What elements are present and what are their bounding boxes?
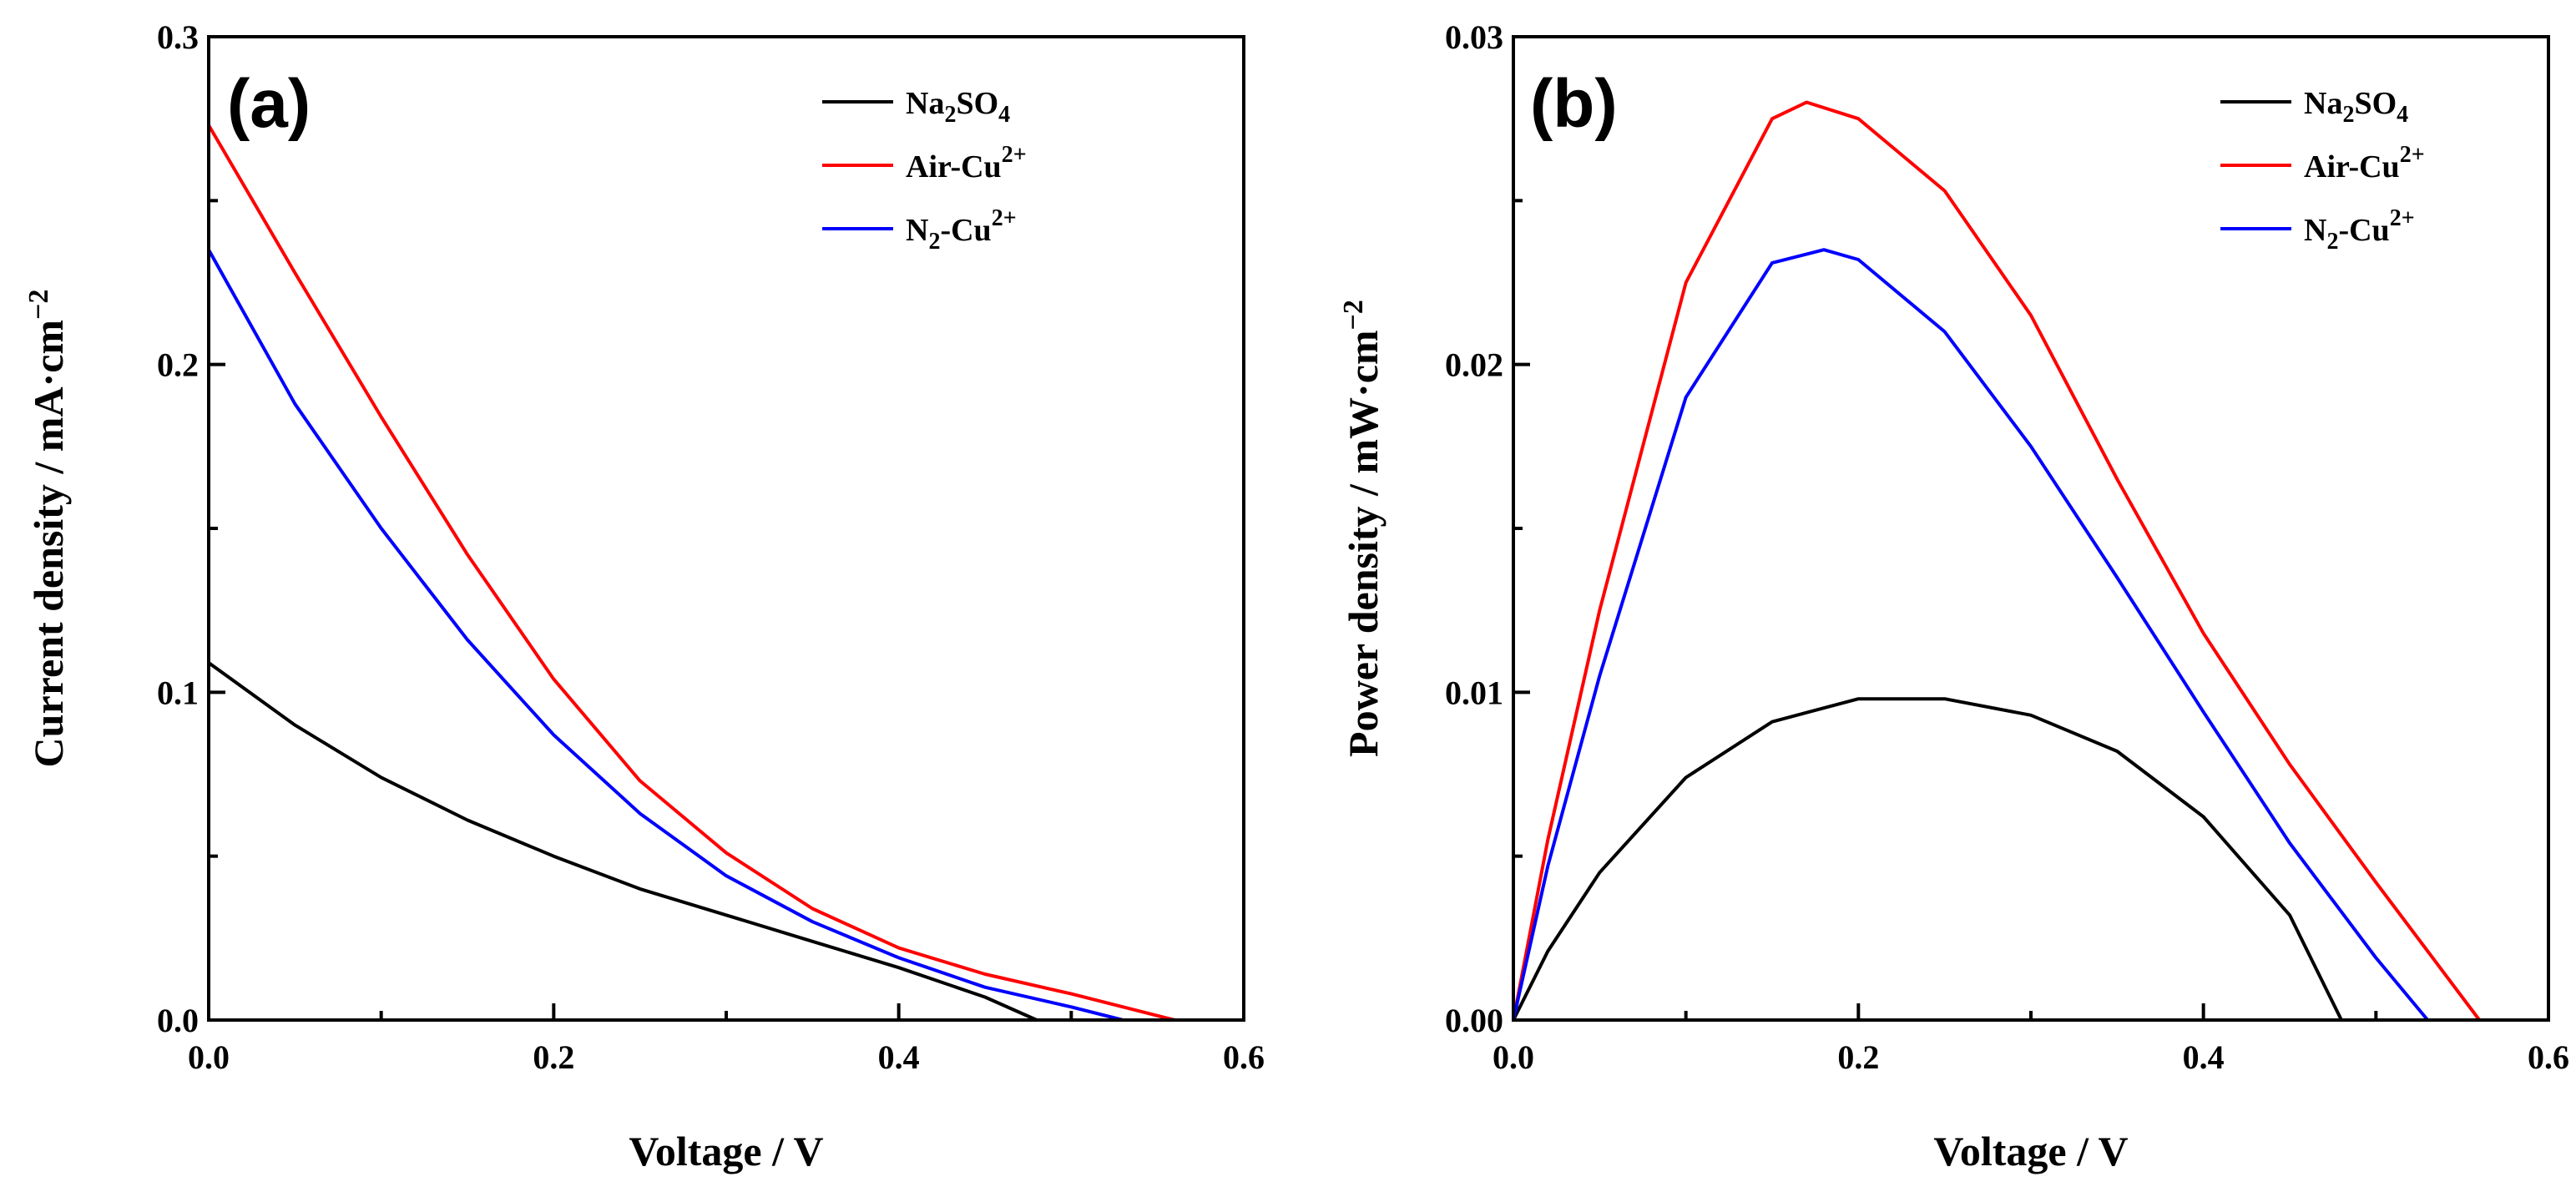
panel-a-y-tick-label: 0.1	[157, 674, 199, 711]
panel-a-x-tick-label: 0.4	[878, 1038, 920, 1076]
panel-a-x-axis-title: Voltage / V	[629, 1128, 823, 1174]
panel-a-legend-label: Air-Cu2+	[906, 142, 1027, 184]
panel-b-legend-label: Na2SO4	[2304, 86, 2408, 128]
panel-a-y-tick-label: 0.2	[157, 346, 199, 384]
panel-a-legend-label: N2-Cu2+	[906, 205, 1017, 255]
panel-a-x-tick-label: 0.6	[1223, 1038, 1265, 1076]
panel-a-y-tick-label: 0.3	[157, 18, 199, 56]
panel-b-x-tick-label: 0.4	[2183, 1038, 2225, 1076]
panel-b-label: (b)	[1530, 66, 1618, 142]
panel-b-x-tick-label: 0.2	[1837, 1038, 1879, 1076]
panel-a-x-tick-label: 0.0	[188, 1038, 230, 1076]
panel-b-legend-label: N2-Cu2+	[2304, 205, 2415, 255]
panel-a: 0.0 0.2 0.4 0.6 0.0 0.1 0.2 0.3 (a) Voltage / V…	[23, 18, 1265, 1174]
panel-a-y-axis-title-sup: −2	[23, 290, 54, 320]
panel-b-legend: Na2SO4 Air-Cu2+ N2-Cu2+	[2220, 86, 2425, 255]
panel-b-x-tick-label: 0.0	[1493, 1038, 1534, 1076]
panel-b-x-axis-title: Voltage / V	[1933, 1128, 2128, 1174]
panel-b-y-tick-label: 0.01	[1445, 674, 1503, 711]
panel-b-y-tick-label: 0.02	[1445, 346, 1503, 384]
panel-b-x-tick-label: 0.6	[2528, 1038, 2569, 1076]
panel-a-label: (a)	[227, 66, 311, 142]
panel-b-series-0-line	[1512, 697, 2343, 1021]
panel-a-x-tick-label: 0.2	[533, 1038, 574, 1076]
panel-a-series-0-line	[207, 661, 1038, 1022]
panel-b-series	[1512, 100, 2481, 1022]
panel-a-y-tick-label: 0.0	[157, 1002, 199, 1039]
panel-a-y-axis-title-main: Current density / mA·cm	[25, 320, 72, 768]
panel-a-series	[207, 124, 1175, 1022]
panel-b-y-axis-title: Power density / mW·cm−2	[1338, 300, 1386, 757]
panel-b-legend-label: Air-Cu2+	[2304, 142, 2425, 184]
panel-a-legend-label: Na2SO4	[906, 86, 1010, 128]
panel-a-y-axis-title: Current density / mA·cm−2	[23, 290, 72, 768]
panel-b-y-tick-label: 0.03	[1445, 18, 1503, 56]
panel-b-ticks: 0.0 0.2 0.4 0.6 0.00 0.01 0.02 0.03	[1445, 18, 2569, 1076]
panel-b-y-tick-label: 0.00	[1445, 1002, 1503, 1039]
panel-a-ticks: 0.0 0.2 0.4 0.6 0.0 0.1 0.2 0.3	[157, 18, 1265, 1076]
panel-b-series-1-line	[1512, 100, 2481, 1022]
panel-b: 0.0 0.2 0.4 0.6 0.00 0.01 0.02 0.03 (b) Voltage…	[1338, 18, 2569, 1174]
panel-a-series-1-line	[207, 124, 1175, 1022]
panel-a-series-2-line	[207, 249, 1124, 1022]
panel-b-y-axis-title-main: Power density / mW·cm	[1340, 330, 1386, 757]
panel-a-plot-frame	[207, 35, 1245, 1022]
panel-b-series-2-line	[1512, 248, 2429, 1022]
panel-b-y-axis-title-sup: −2	[1338, 300, 1369, 330]
panel-a-legend: Na2SO4 Air-Cu2+ N2-Cu2+	[822, 86, 1027, 255]
